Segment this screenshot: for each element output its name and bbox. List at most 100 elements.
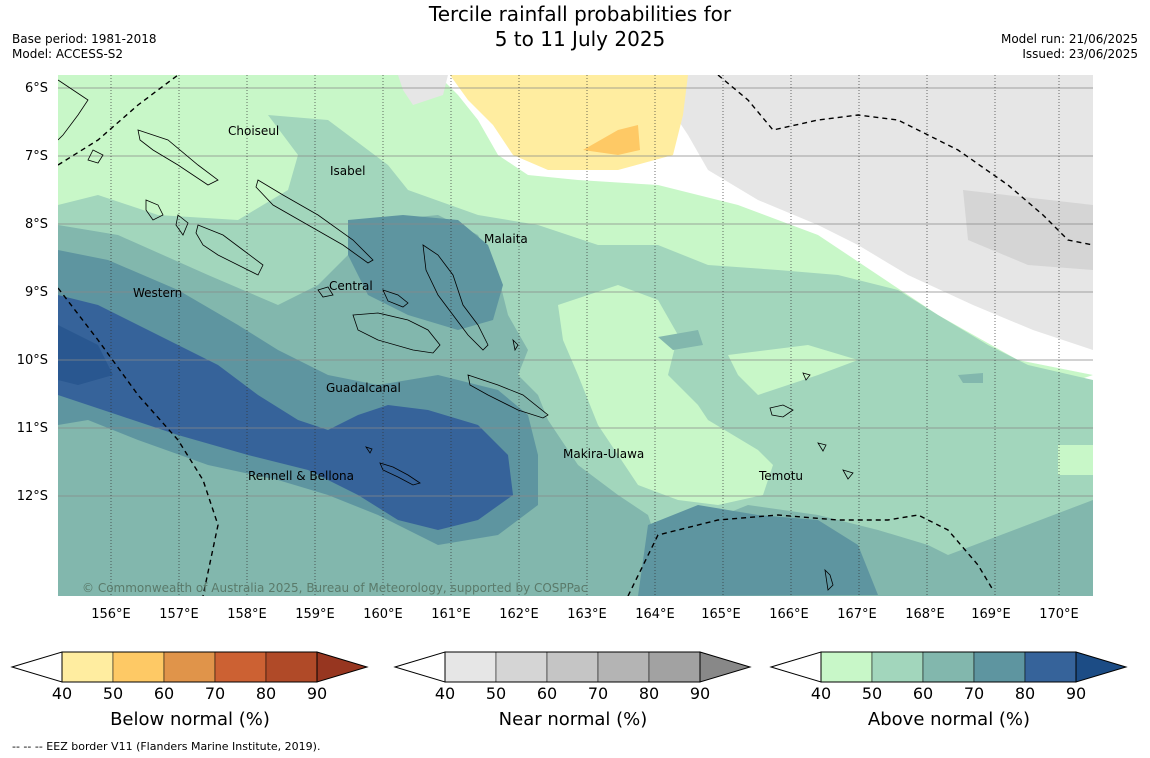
- colorbar-above-segment: [973, 651, 1026, 683]
- lon-label-166e: 166°E: [769, 607, 809, 622]
- lat-label-7s: 7°S: [24, 149, 48, 164]
- guadalcanal-island: [352, 312, 441, 354]
- colorbar-above-segment: [1024, 651, 1077, 683]
- lon-label-165e: 165°E: [701, 607, 741, 622]
- lon-label-170e: 170°E: [1039, 607, 1079, 622]
- lat-label-10s: 10°S: [16, 353, 48, 368]
- colorbar-below-frame: [61, 651, 318, 683]
- above-normal-60-speck-2: [958, 373, 983, 383]
- eez-borders: [58, 75, 1093, 596]
- above-normal-70-south: [638, 505, 878, 596]
- near-normal-region: [608, 75, 1093, 350]
- russell-islands: [317, 286, 334, 298]
- colorbar-near-segment: [546, 651, 599, 683]
- lon-label-164e: 164°E: [635, 607, 675, 622]
- colorbar-near: [393, 651, 752, 683]
- new-georgia-island: [195, 224, 264, 276]
- colorbar-above: [769, 651, 1128, 683]
- label-western: Western: [133, 286, 182, 300]
- colorbar-near-low-arrow: [393, 651, 446, 683]
- colorbar-near-tick-40: 40: [434, 684, 456, 703]
- shortland-islands: [87, 149, 104, 164]
- colorbar-near-tick-80: 80: [638, 684, 660, 703]
- colorbar-above-tick-90: 90: [1065, 684, 1087, 703]
- colorbar-below-high-arrow: [316, 651, 369, 683]
- choiseul-island: [137, 129, 219, 186]
- title-line-2: 5 to 11 July 2025: [494, 27, 666, 51]
- eez-border-png-north: [58, 75, 179, 166]
- label-makira: Makira-Ulawa: [563, 447, 644, 461]
- label-temotu: Temotu: [758, 469, 803, 483]
- colorbar-below-tick-80: 80: [255, 684, 277, 703]
- colorbar-near-segment: [444, 651, 497, 683]
- colorbar-below-segment: [61, 651, 114, 683]
- colorbar-above-frame: [820, 651, 1077, 683]
- label-guadalcanal: Guadalcanal: [326, 381, 401, 395]
- santa-cruz-island: [769, 404, 794, 418]
- colorbar-above-tick-50: 50: [861, 684, 883, 703]
- vella-lavella-island: [145, 199, 164, 221]
- colorbar-near-segment: [495, 651, 548, 683]
- label-central: Central: [329, 279, 373, 293]
- colorbar-above-segment: [922, 651, 975, 683]
- below-normal-50-region: [583, 125, 640, 155]
- utupua-island: [842, 469, 854, 480]
- lon-label-169e: 169°E: [971, 607, 1011, 622]
- above-normal-40-pocket-1: [558, 285, 773, 505]
- base-period-text: Base period: 1981-2018: [12, 32, 157, 46]
- lat-label-6s: 6°S: [24, 81, 48, 96]
- malaita-island: [422, 244, 489, 351]
- lon-label-167e: 167°E: [837, 607, 877, 622]
- colorbar-near-tick-70: 70: [587, 684, 609, 703]
- above-normal-90-region: [58, 325, 113, 385]
- colorbar-below-tick-50: 50: [102, 684, 124, 703]
- colorbar-above-tick-40: 40: [810, 684, 832, 703]
- lon-label-163e: 163°E: [567, 607, 607, 622]
- kolombangara-island: [175, 214, 189, 236]
- colorbar-below: [10, 651, 369, 683]
- lon-label-162e: 162°E: [499, 607, 539, 622]
- lon-label-168e: 168°E: [905, 607, 945, 622]
- eez-border-west: [58, 287, 219, 596]
- chart-title: Tercile rainfall probabilities for 5 to …: [380, 2, 780, 52]
- makira-island: [467, 374, 549, 419]
- eez-footnote: -- -- -- EEZ border V11 (Flanders Marine…: [12, 740, 321, 753]
- above-normal-70-north: [348, 215, 503, 330]
- colorbar-near-tick-90: 90: [689, 684, 711, 703]
- vanikoro-island: [817, 442, 827, 452]
- title-line-1: Tercile rainfall probabilities for: [428, 2, 732, 26]
- colorbar-above-tick-70: 70: [963, 684, 985, 703]
- colorbar-below-low-arrow: [10, 651, 63, 683]
- issued-text: Issued: 23/06/2025: [1022, 47, 1138, 61]
- near-normal-small-region: [398, 75, 448, 105]
- nggela-islands: [382, 289, 409, 308]
- colorbar-above-high-arrow: [1075, 651, 1128, 683]
- above-normal-60-region: [58, 215, 1093, 596]
- lat-gridlines: [58, 87, 1093, 497]
- colorbar-near-title: Near normal (%): [498, 709, 648, 730]
- eez-border-south: [627, 514, 994, 596]
- eez-border-east: [717, 75, 1093, 246]
- lon-label-160e: 160°E: [363, 607, 403, 622]
- label-choiseul: Choiseul: [228, 124, 279, 138]
- colorbar-near-frame: [444, 651, 701, 683]
- above-normal-60-speck-1: [658, 330, 703, 350]
- lat-label-12s: 12°S: [16, 489, 48, 504]
- coastlines: [58, 79, 854, 591]
- lat-label-11s: 11°S: [16, 421, 48, 436]
- colorbar-above-tick-80: 80: [1014, 684, 1036, 703]
- ulawa-island: [512, 338, 519, 352]
- near-normal-50-region: [963, 190, 1093, 270]
- above-normal-40-pocket-4: [728, 345, 858, 395]
- meta-left: Base period: 1981-2018 Model: ACCESS-S2: [12, 32, 157, 62]
- colorbar-near-tick-50: 50: [485, 684, 507, 703]
- colorbar-above-title: Above normal (%): [867, 709, 1031, 730]
- colorbar-below-segment: [112, 651, 165, 683]
- colorbar-below-title: Below normal (%): [110, 709, 270, 730]
- above-normal-40-pocket-3: [1058, 445, 1093, 475]
- label-rennell: Rennell & Bellona: [248, 469, 354, 483]
- copyright-text: © Commonwealth of Australia 2025, Bureau…: [82, 581, 587, 595]
- colorbar-below-segment: [214, 651, 267, 683]
- lon-label-159e: 159°E: [295, 607, 335, 622]
- colorbar-above-segment: [820, 651, 873, 683]
